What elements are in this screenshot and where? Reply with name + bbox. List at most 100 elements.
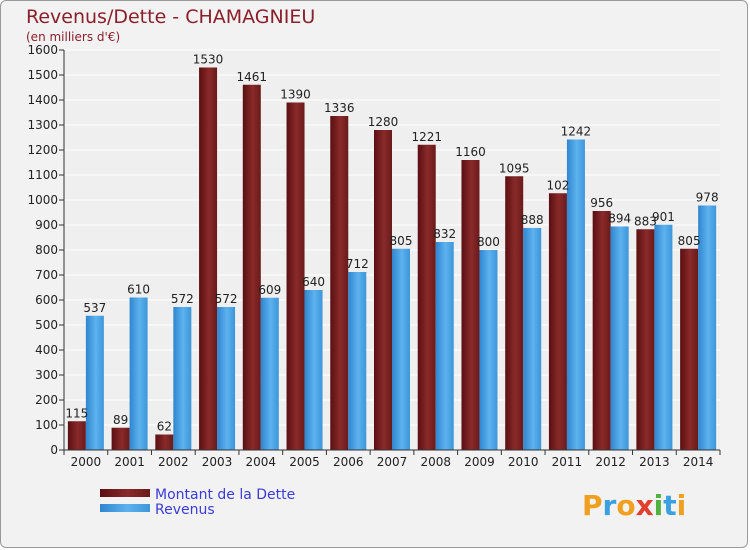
data-label-revenus: 572	[171, 292, 194, 306]
data-label-dette: 883	[634, 214, 657, 228]
x-tick-label: 2008	[420, 455, 451, 469]
data-label-dette: 102	[546, 178, 569, 192]
bar-revenus	[348, 272, 367, 450]
y-tick-label: 400	[35, 343, 58, 357]
x-tick-label: 2004	[246, 455, 277, 469]
bar-dette	[548, 193, 567, 450]
y-tick-label: 500	[35, 318, 58, 332]
bar-revenus	[566, 139, 585, 450]
x-tick-label: 2013	[639, 455, 670, 469]
bar-revenus	[654, 224, 673, 450]
x-tick-label: 2001	[114, 455, 145, 469]
bars-layer	[67, 67, 717, 450]
bar-dette	[417, 144, 436, 450]
data-label-revenus: 800	[477, 235, 500, 249]
data-label-revenus: 537	[83, 301, 106, 315]
chart-title: Revenus/Dette - CHAMAGNIEU	[26, 6, 315, 28]
legend-swatch-revenus	[100, 504, 150, 512]
bar-revenus	[698, 205, 717, 450]
bar-dette	[680, 248, 699, 450]
data-label-dette: 805	[678, 234, 701, 248]
data-label-revenus: 978	[696, 191, 719, 205]
bar-dette	[242, 84, 261, 450]
data-label-revenus: 610	[127, 283, 150, 297]
legend-label-revenus: Revenus	[155, 502, 215, 518]
data-label-dette: 115	[65, 406, 88, 420]
data-label-dette: 956	[590, 196, 613, 210]
y-tick-label: 1300	[27, 118, 58, 132]
x-tick-label: 2007	[377, 455, 408, 469]
data-label-revenus: 712	[346, 257, 369, 271]
y-tick-label: 1600	[27, 43, 58, 57]
x-tick-label: 2006	[333, 455, 364, 469]
labels-layer: 115 537 89 610 62 572 1530 572 1461 609 1390 640 133…	[65, 53, 718, 434]
legend-swatch-dette	[100, 489, 150, 497]
bar-dette	[505, 176, 524, 450]
bar-revenus	[435, 242, 454, 450]
bar-revenus	[479, 250, 498, 450]
bar-revenus	[85, 315, 104, 450]
bar-dette	[461, 160, 480, 450]
y-tick-label: 100	[35, 418, 58, 432]
data-label-dette: 1461	[237, 70, 268, 84]
x-tick-label: 2010	[508, 455, 539, 469]
y-tick-label: 0	[50, 443, 58, 457]
data-label-dette: 62	[157, 420, 172, 434]
data-label-revenus: 901	[652, 210, 675, 224]
x-tick-label: 2009	[464, 455, 495, 469]
data-label-dette: 89	[113, 413, 128, 427]
data-label-dette: 1221	[411, 130, 442, 144]
data-label-revenus: 572	[215, 292, 238, 306]
chart-subtitle: (en milliers d'€)	[26, 30, 120, 44]
data-label-revenus: 640	[302, 275, 325, 289]
data-label-dette: 1160	[455, 145, 486, 159]
y-tick-label: 700	[35, 268, 58, 282]
legend-label-dette: Montant de la Dette	[155, 487, 295, 503]
data-label-dette: 1095	[499, 161, 530, 175]
bar-dette	[199, 67, 218, 450]
data-label-revenus: 805	[390, 234, 413, 248]
bar-dette	[374, 130, 392, 450]
data-label-revenus: 609	[258, 283, 281, 297]
y-tick-label: 600	[35, 293, 58, 307]
y-tick-label: 1400	[27, 93, 58, 107]
y-tick-label: 1500	[27, 68, 58, 82]
bar-dette	[592, 211, 611, 450]
x-tick-label: 2012	[595, 455, 626, 469]
bar-revenus	[173, 307, 192, 450]
x-tick-label: 2003	[202, 455, 233, 469]
data-label-dette: 1390	[280, 88, 311, 102]
y-tick-label: 800	[35, 243, 58, 257]
bar-dette	[111, 427, 130, 450]
x-tick-label: 2011	[552, 455, 583, 469]
y-tick-label: 200	[35, 393, 58, 407]
bar-dette	[67, 421, 86, 450]
y-tick-label: 1000	[27, 193, 58, 207]
data-label-revenus: 832	[433, 227, 456, 241]
y-tick-label: 900	[35, 218, 58, 232]
proxiti-logo: Proxiti	[582, 489, 686, 522]
bar-revenus	[260, 297, 279, 450]
data-label-revenus: 888	[521, 213, 544, 227]
x-tick-label: 2014	[683, 455, 714, 469]
bar-revenus	[610, 226, 629, 450]
bar-revenus	[523, 228, 542, 450]
bar-dette	[155, 434, 174, 450]
data-label-dette: 1336	[324, 101, 355, 115]
bar-revenus	[129, 297, 148, 450]
bar-dette	[636, 229, 655, 450]
data-label-revenus: 894	[608, 212, 631, 226]
bar-dette	[330, 116, 349, 450]
y-tick-label: 1100	[27, 168, 58, 182]
bar-revenus	[392, 248, 410, 450]
data-label-dette: 1280	[368, 115, 399, 129]
data-label-revenus: 1242	[561, 125, 592, 139]
x-tick-label: 2000	[71, 455, 102, 469]
y-tick-label: 300	[35, 368, 58, 382]
axis-layer: 0 100 200 300 400 500 600 700 800 900 1000 1100 1200…	[27, 43, 721, 469]
bar-dette	[286, 102, 305, 450]
y-tick-label: 1200	[27, 143, 58, 157]
x-tick-label: 2002	[158, 455, 189, 469]
